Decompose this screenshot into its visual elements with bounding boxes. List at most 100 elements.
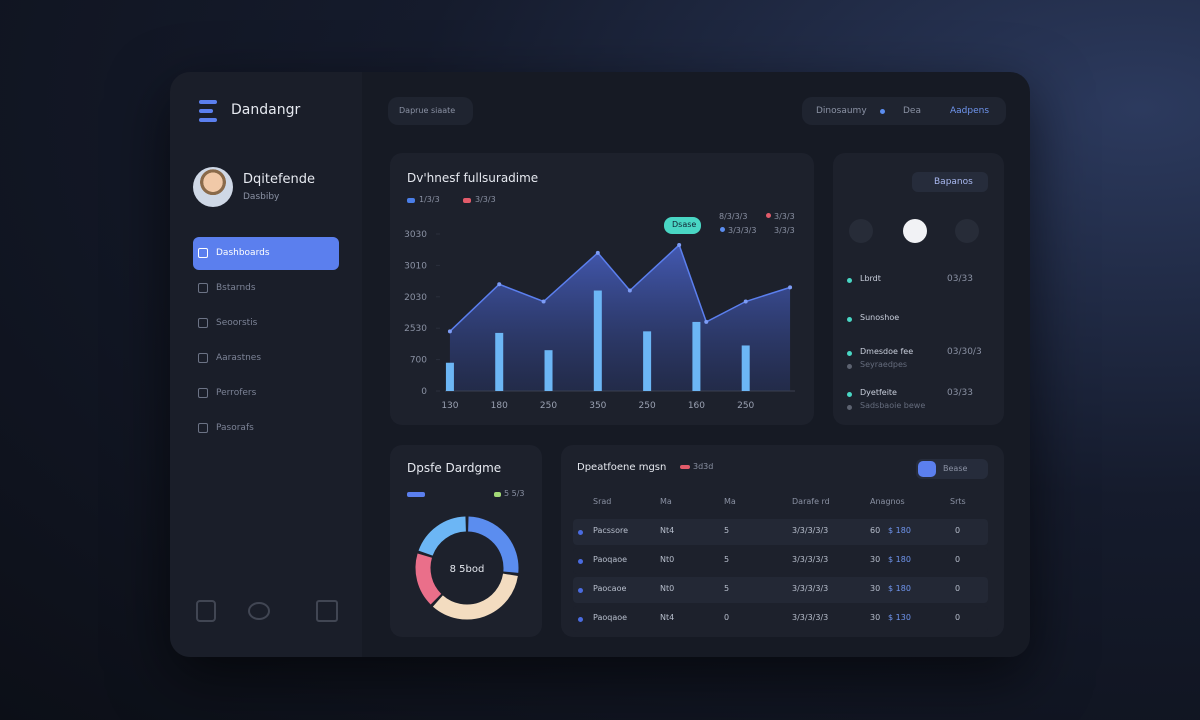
table-cell: 3/3/3/3/3 <box>792 526 829 535</box>
table-row[interactable] <box>573 548 988 574</box>
menu-icon <box>198 318 208 328</box>
table-cell: 5 <box>724 526 730 535</box>
table-cell: 5 <box>724 584 730 593</box>
table-cell: $ 180 <box>888 584 911 593</box>
row-dot <box>578 530 583 535</box>
row-dot <box>578 617 583 622</box>
search-text: Daprue siaate <box>399 106 456 115</box>
icon-button[interactable] <box>849 219 873 243</box>
donut-segment <box>418 516 467 557</box>
bar <box>593 290 602 391</box>
line-point <box>704 319 709 324</box>
area <box>449 244 791 391</box>
x-tick-label: 160 <box>688 401 705 411</box>
item-label: Sunoshoe <box>860 313 900 322</box>
x-tick-label: 250 <box>737 401 754 411</box>
line-point <box>788 285 793 290</box>
table-cell: $ 130 <box>888 613 911 622</box>
item-sub: Seyraedpes <box>860 360 908 369</box>
x-tick-label: 350 <box>589 401 606 411</box>
table-header: Anagnos <box>870 497 905 506</box>
table-title: Dpeatfoene mgsn <box>577 462 667 473</box>
item-value: 03/33 <box>947 388 973 398</box>
top-action[interactable]: Dea <box>903 106 921 116</box>
search[interactable] <box>388 97 473 125</box>
x-tick-label: 180 <box>491 401 508 411</box>
menu-item[interactable]: Aarastnes <box>216 353 262 363</box>
table-cell: 0 <box>724 613 730 622</box>
donut-segment <box>432 573 518 620</box>
line-point <box>541 299 546 304</box>
top-action[interactable]: Aadpens <box>950 106 990 116</box>
item-dot <box>847 351 852 356</box>
chart-tag <box>664 217 701 234</box>
menu-item[interactable]: Perrofers <box>216 388 257 398</box>
table-cell: Paoqaoe <box>593 555 628 564</box>
table-cell: Paocaoe <box>593 584 627 593</box>
y-tick-label: 3030 <box>404 230 427 240</box>
row-dot <box>578 588 583 593</box>
table-row[interactable] <box>573 577 988 603</box>
chart-note: 3/3/3/3 <box>728 226 757 235</box>
table-cell: Nt4 <box>660 526 675 535</box>
side-panel <box>833 153 1004 425</box>
menu-icon <box>198 248 208 258</box>
table-legend-swatch <box>680 465 690 469</box>
brand: Dandangr <box>231 102 301 118</box>
chart-note: 8/3/3/3 <box>719 212 748 221</box>
icon-button[interactable] <box>903 219 927 243</box>
note-dot <box>720 227 725 232</box>
avatar <box>193 167 233 207</box>
item-dot <box>847 317 852 322</box>
item-dot <box>847 392 852 397</box>
table-cell: Nt0 <box>660 555 675 564</box>
row-dot <box>578 559 583 564</box>
donut-legend-swatch <box>407 492 425 497</box>
user-role: Dasbiby <box>243 192 280 202</box>
table-cell: 3/3/3/3/3 <box>792 555 829 564</box>
table-header: Srad <box>593 497 612 506</box>
top-action[interactable]: Dinosaumy <box>816 106 867 116</box>
bar <box>495 332 504 391</box>
menu-item[interactable]: Seoorstis <box>216 318 258 328</box>
table-cell: 0 <box>955 584 961 593</box>
donut-legend: 5 5/3 <box>504 489 525 498</box>
table-cell: 30 <box>870 584 881 593</box>
table-row[interactable] <box>573 519 988 545</box>
legend-swatch <box>407 198 415 203</box>
item-label: Dyetfeite <box>860 388 897 397</box>
menu-active[interactable] <box>193 237 339 270</box>
table-cell: $ 180 <box>888 526 911 535</box>
x-tick-label: 250 <box>639 401 656 411</box>
footer-icons <box>196 600 338 622</box>
table-cell: 30 <box>870 613 881 622</box>
chart-title: Dv'hnesf fullsuradime <box>407 171 539 185</box>
menu-item[interactable]: Pasorafs <box>216 423 254 433</box>
item-value: 03/33 <box>947 274 973 284</box>
menu-item[interactable]: Bstarnds <box>216 283 256 293</box>
y-tick-label: 3010 <box>404 261 427 271</box>
table-row[interactable] <box>573 606 988 632</box>
table-cell: 0 <box>955 555 961 564</box>
y-tick-label: 2030 <box>404 293 427 303</box>
donut-segment <box>467 516 519 573</box>
table-cell: 0 <box>955 613 961 622</box>
item-label: Dmesdoe fee <box>860 347 914 356</box>
menu-item[interactable]: Dashboards <box>216 248 270 258</box>
top-actions <box>802 97 1006 125</box>
icon-button[interactable] <box>955 219 979 243</box>
y-tick-label: 700 <box>410 356 427 366</box>
table-legend: 3d3d <box>693 462 714 471</box>
menu-icon <box>198 353 208 363</box>
menu-icon <box>198 388 208 398</box>
bar <box>643 331 652 391</box>
panel-button[interactable] <box>912 172 988 192</box>
donut-title: Dpsfe Dardgme <box>407 461 502 475</box>
item-value: 03/30/3 <box>947 347 982 357</box>
bar <box>741 345 750 391</box>
table-header: Srts <box>950 497 966 506</box>
donut-legend-swatch <box>494 492 501 497</box>
table-button-icon <box>918 461 936 477</box>
